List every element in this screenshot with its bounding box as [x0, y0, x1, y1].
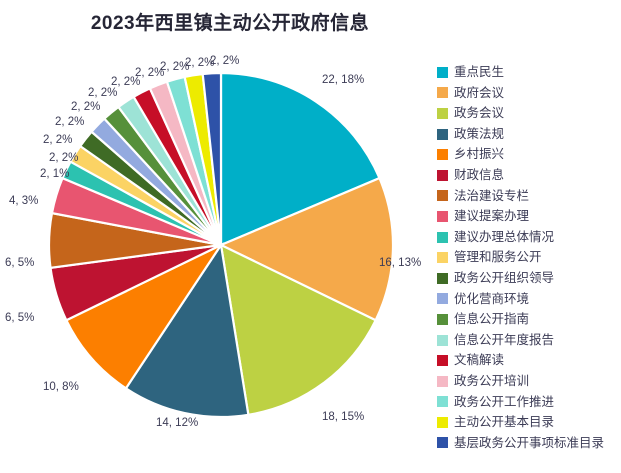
pie-slices-group: [47, 71, 395, 419]
legend-item-label: 乡村振兴: [454, 147, 505, 162]
legend-color-swatch: [437, 272, 448, 284]
legend-color-swatch: [437, 355, 448, 367]
legend-color-swatch: [437, 313, 448, 325]
pie-svg: [47, 71, 395, 419]
legend-item[interactable]: 政务公开组织领导: [437, 268, 621, 289]
pie-slice[interactable]: [218, 176, 395, 322]
legend-color-swatch: [437, 190, 448, 202]
pie-slice-label: 6, 5%: [5, 312, 35, 324]
pie-slice-label: 16, 13%: [379, 257, 422, 269]
pie-plot-area: 22, 18% 16, 13% 18, 15% 14, 12% 10, 8% 6, 5% 6…: [0, 30, 440, 460]
legend-color-swatch: [437, 396, 448, 408]
pie-slice-label: 2, 2%: [88, 87, 118, 99]
legend-color-swatch: [437, 293, 448, 305]
legend-item[interactable]: 政务会议: [437, 103, 621, 124]
chart-legend: 重点民生政府会议政务会议政策法规乡村振兴财政信息法治建设专栏 建议提案办理建议办理…: [437, 62, 621, 453]
legend-item[interactable]: 重点民生: [437, 62, 621, 83]
pie-slice-label: 2, 2%: [185, 57, 215, 69]
legend-color-swatch: [437, 437, 448, 449]
pie-slice-label: 2, 2%: [71, 101, 101, 113]
legend-item-label: 政务会议: [454, 106, 505, 121]
legend-item-label: 政务公开培训: [454, 373, 530, 388]
pie-slice-label: 2, 2%: [55, 116, 85, 128]
pie-slice-label: 14, 12%: [156, 417, 199, 429]
pie-slice-label: 2, 2%: [135, 67, 165, 79]
legend-item-label: 主动公开基本目录: [454, 415, 555, 430]
pie-slice-label: 18, 15%: [322, 411, 365, 423]
legend-color-swatch: [437, 334, 448, 346]
legend-item[interactable]: 政务公开工作推进: [437, 392, 621, 413]
legend-item-label: 财政信息: [454, 168, 505, 183]
legend-item-label: 政府会议: [454, 85, 505, 100]
legend-item[interactable]: 法治建设专栏: [437, 186, 621, 207]
legend-item-label: 政务公开组织领导: [454, 270, 555, 285]
legend-color-swatch: [437, 66, 448, 78]
legend-item[interactable]: 优化营商环境: [437, 289, 621, 310]
legend-item-label: 文稿解读: [454, 353, 505, 368]
pie-slice[interactable]: [201, 71, 223, 246]
legend-item-label: 建议办理总体情况: [454, 229, 555, 244]
legend-item[interactable]: 建议提案办理: [437, 206, 621, 227]
legend-item[interactable]: 基层政务公开事项标准目录: [437, 433, 621, 454]
legend-item[interactable]: 信息公开指南: [437, 309, 621, 330]
legend-item[interactable]: 文稿解读: [437, 350, 621, 371]
pie-slice-label: 4, 3%: [9, 195, 39, 207]
pie-slice[interactable]: [64, 242, 225, 390]
legend-color-swatch: [437, 128, 448, 140]
legend-item-label: 优化营商环境: [454, 291, 530, 306]
legend-item[interactable]: 政务公开培训: [437, 371, 621, 392]
legend-color-swatch: [437, 416, 448, 428]
legend-item[interactable]: 管理和服务公开: [437, 247, 621, 268]
legend-item[interactable]: 信息公开年度报告: [437, 330, 621, 351]
pie-slice[interactable]: [219, 71, 381, 247]
legend-item[interactable]: 建议办理总体情况: [437, 227, 621, 248]
legend-color-swatch: [437, 375, 448, 387]
pie-slice[interactable]: [219, 243, 378, 417]
pie-slice-label: 2, 2%: [43, 134, 73, 146]
pie-slice-label: 10, 8%: [43, 381, 79, 393]
legend-color-swatch: [437, 210, 448, 222]
legend-color-swatch: [437, 87, 448, 99]
legend-item-label: 基层政务公开事项标准目录: [454, 435, 605, 450]
legend-item[interactable]: 政策法规: [437, 124, 621, 145]
legend-item[interactable]: 政府会议: [437, 83, 621, 104]
legend-item-label: 政策法规: [454, 126, 505, 141]
pie-slice-label: 2, 2%: [210, 55, 240, 67]
legend-color-swatch: [437, 107, 448, 119]
legend-color-swatch: [437, 149, 448, 161]
pie-slice-label: 2, 2%: [160, 61, 190, 73]
legend-item[interactable]: 主动公开基本目录: [437, 412, 621, 433]
legend-item[interactable]: 财政信息: [437, 165, 621, 186]
legend-item-label: 信息公开年度报告: [454, 332, 555, 347]
pie-slice-label: 22, 18%: [322, 74, 365, 86]
pie-slice-label: 2, 1%: [40, 168, 70, 180]
pie-slice-label: 2, 2%: [111, 76, 141, 88]
legend-item-label: 管理和服务公开: [454, 250, 542, 265]
pie-slice-label: 6, 5%: [5, 257, 35, 269]
pie-slice-label: 2, 2%: [49, 152, 79, 164]
legend-item[interactable]: 乡村振兴: [437, 144, 621, 165]
pie-slice[interactable]: [124, 242, 250, 419]
legend-item-label: 法治建设专栏: [454, 188, 530, 203]
legend-color-swatch: [437, 252, 448, 264]
chart-title: 2023年西里镇主动公开政府信息: [90, 13, 370, 34]
legend-color-swatch: [437, 169, 448, 181]
legend-item-label: 建议提案办理: [454, 209, 530, 224]
legend-item-label: 信息公开指南: [454, 312, 530, 327]
legend-item-label: 政务公开工作推进: [454, 394, 555, 409]
legend-color-swatch: [437, 231, 448, 243]
legend-item-label: 重点民生: [454, 65, 505, 80]
